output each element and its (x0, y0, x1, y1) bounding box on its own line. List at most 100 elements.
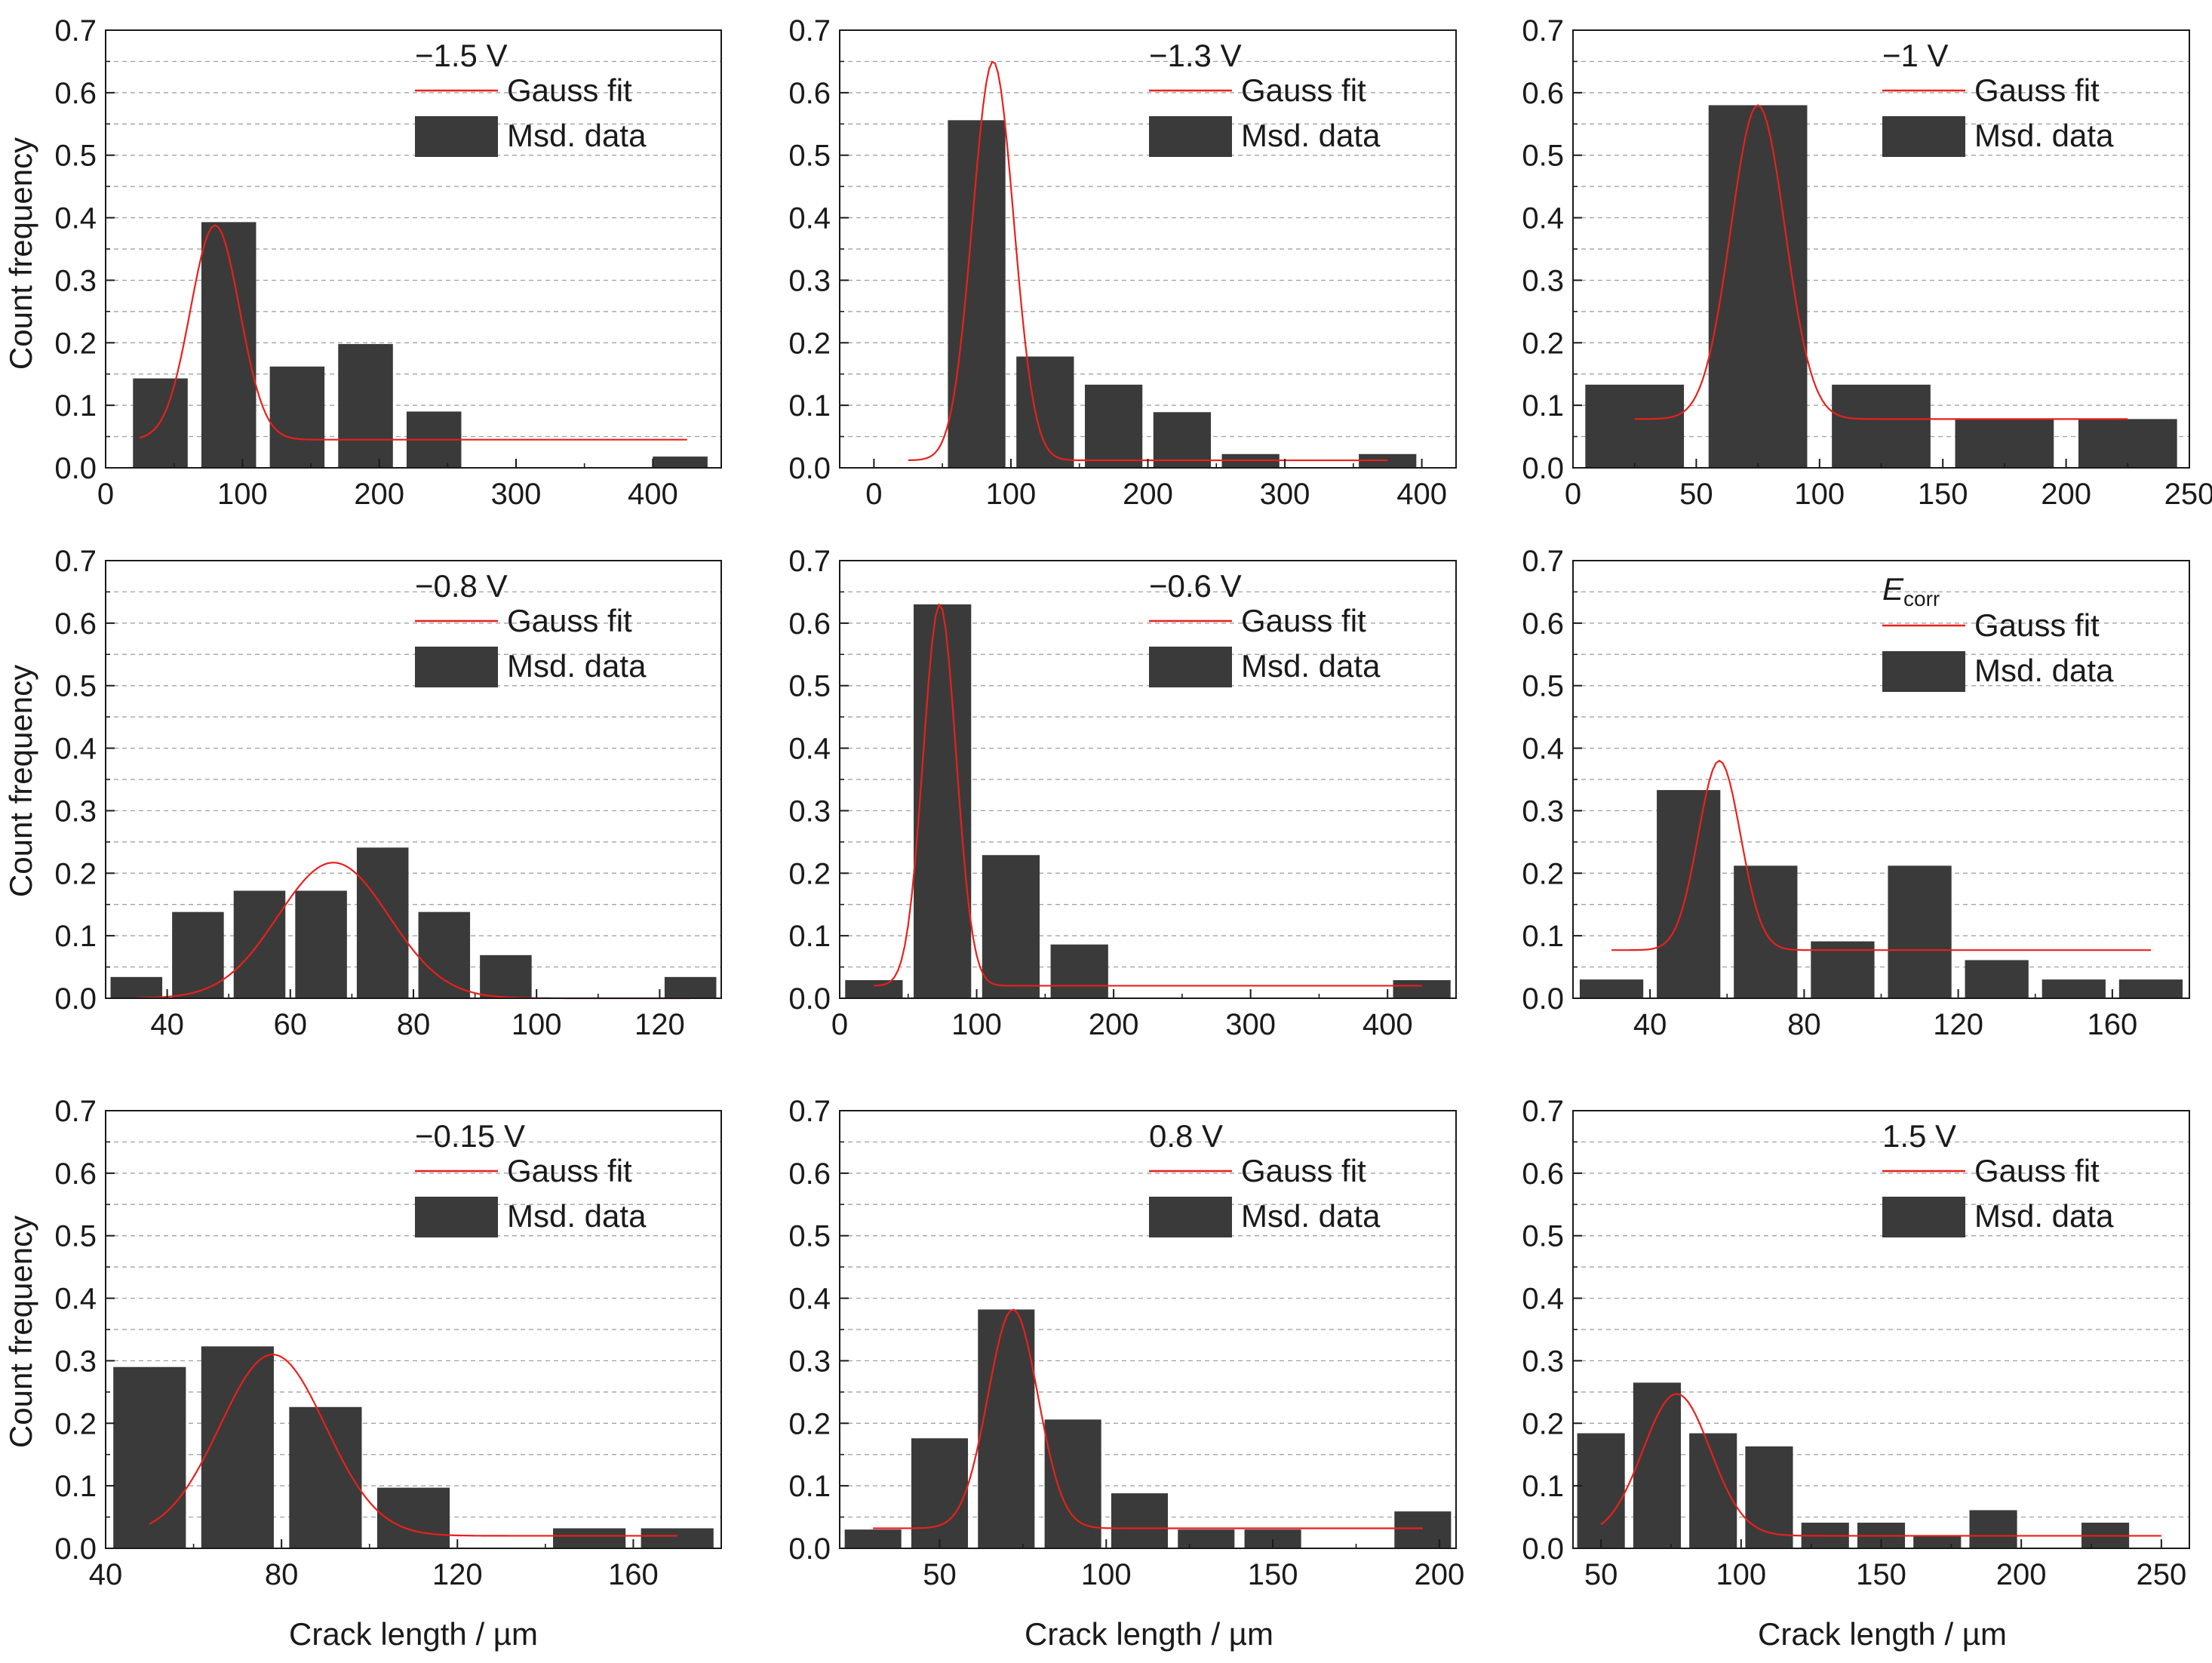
y-tick-label: 0.1 (54, 389, 97, 423)
y-tick-label: 0.1 (788, 1470, 831, 1503)
bar (1577, 1433, 1625, 1548)
legend-fit-label: Gauss fit (1974, 72, 2100, 108)
legend-data-label: Msd. data (1974, 653, 2114, 688)
x-tick-label: 400 (628, 478, 678, 511)
x-tick-label: 160 (608, 1558, 659, 1591)
x-tick-label: 50 (923, 1558, 957, 1591)
bar (664, 976, 717, 998)
bar (1708, 105, 1808, 468)
legend-data-swatch (415, 1197, 498, 1237)
x-axis-label-col-1: Crack length / µm (289, 1616, 538, 1652)
panel-5: 0.0 0.1 0.2 0.3 0.4 0.5 0.6 0.7 0 100 200 300 400 −0.… (788, 545, 1457, 1041)
legend-data-label: Msd. data (507, 118, 647, 153)
y-tick-label: 0.5 (1522, 140, 1564, 173)
y-tick-label: 0.7 (788, 14, 831, 48)
y-tick-label: 0.4 (1522, 202, 1564, 235)
legend-data-swatch (1149, 647, 1232, 687)
y-tick-label: 0.0 (788, 452, 831, 485)
legend-data-label: Msd. data (1974, 1198, 2114, 1234)
y-tick-label: 0.2 (1522, 327, 1564, 360)
bar (844, 1529, 902, 1548)
y-tick-label: 0.2 (1522, 1407, 1564, 1440)
y-tick-label: 0.1 (1522, 920, 1564, 953)
bar (1745, 1446, 1793, 1548)
x-tick-label: 200 (1996, 1558, 2047, 1591)
y-tick-label: 0.2 (1522, 857, 1564, 890)
x-tick-label: 100 (951, 1008, 1002, 1041)
y-tick-label: 0.0 (1522, 982, 1564, 1016)
bar (338, 343, 393, 468)
x-tick-label: 40 (89, 1558, 123, 1591)
x-tick-label: 60 (274, 1008, 308, 1041)
y-tick-label: 0.5 (54, 140, 97, 173)
x-tick-label: 100 (217, 478, 268, 511)
bar (172, 911, 224, 998)
y-tick-label: 0.4 (788, 733, 831, 766)
bar (2118, 979, 2183, 998)
y-tick-label: 0.3 (54, 795, 97, 828)
x-tick-label: 150 (1248, 1558, 1298, 1591)
x-tick-label: 100 (1794, 478, 1845, 511)
bar (1178, 1529, 1235, 1548)
bar (845, 979, 903, 998)
bar (2041, 979, 2106, 998)
y-tick-label: 0.5 (788, 1220, 831, 1253)
y-tick-label: 0.5 (788, 670, 831, 703)
legend-fit-label: Gauss fit (1974, 1153, 2100, 1188)
bar (1153, 412, 1212, 468)
bar (418, 911, 471, 998)
bar (1965, 960, 2029, 998)
bar (1955, 419, 2054, 468)
x-tick-label: 100 (512, 1008, 562, 1041)
y-axis-label-row-3: Count frequency (3, 1216, 38, 1448)
bar (480, 954, 532, 998)
legend-data-label: Msd. data (1241, 118, 1381, 153)
x-tick-label: 300 (491, 478, 542, 511)
bar (233, 890, 286, 998)
x-tick-label: 50 (1679, 478, 1713, 511)
bar (1832, 384, 1931, 468)
y-tick-label: 0.6 (54, 1157, 97, 1191)
legend-data-swatch (1882, 1197, 1965, 1237)
y-tick-label: 0.0 (1522, 452, 1564, 485)
y-tick-label: 0.7 (54, 14, 97, 48)
panel-7: 0.0 0.1 0.2 0.3 0.4 0.5 0.6 0.7 40 80 120 160 −0.15 … (54, 1095, 722, 1591)
bar (289, 1406, 362, 1548)
y-tick-label: 0.2 (54, 857, 97, 890)
legend-fit-label: Gauss fit (1241, 603, 1366, 638)
panel-title: −1.5 V (415, 38, 508, 73)
bar (1084, 384, 1143, 468)
y-axis-label-row-2: Count frequency (3, 665, 38, 897)
panel-4: 0.0 0.1 0.2 0.3 0.4 0.5 0.6 0.7 40 60 80 100 120 −0.8… (54, 545, 722, 1041)
y-tick-label: 0.1 (1522, 389, 1564, 423)
x-tick-label: 400 (1396, 478, 1447, 511)
bar (1044, 1419, 1101, 1548)
x-tick-label: 400 (1363, 1008, 1413, 1041)
bar (133, 378, 188, 468)
y-tick-label: 0.5 (54, 1220, 97, 1253)
bar (1394, 1511, 1452, 1548)
y-tick-label: 0.7 (1522, 1095, 1564, 1128)
y-tick-label: 0.5 (54, 670, 97, 703)
legend-data-label: Msd. data (1241, 1198, 1381, 1234)
legend-fit-label: Gauss fit (507, 1153, 632, 1188)
y-tick-label: 0.3 (1522, 795, 1564, 828)
x-tick-label: 100 (1081, 1558, 1132, 1591)
x-tick-label: 100 (986, 478, 1037, 511)
bar (641, 1528, 714, 1548)
y-tick-label: 0.3 (54, 264, 97, 297)
y-tick-label: 0.6 (788, 77, 831, 110)
y-tick-label: 0.2 (788, 857, 831, 890)
bar (2078, 419, 2177, 468)
x-tick-label: 300 (1225, 1008, 1276, 1041)
legend-data-label: Msd. data (507, 648, 647, 684)
x-tick-label: 120 (1933, 1008, 1983, 1041)
x-tick-label: 300 (1260, 478, 1310, 511)
legend-fit-label: Gauss fit (507, 603, 632, 638)
y-tick-label: 0.3 (788, 1345, 831, 1378)
y-tick-label: 0.7 (54, 1095, 97, 1128)
y-tick-label: 0.3 (1522, 1345, 1564, 1378)
gauss-fit-line (1600, 1393, 2161, 1537)
legend-data-swatch (1149, 116, 1232, 157)
y-tick-label: 0.6 (1522, 1157, 1564, 1191)
